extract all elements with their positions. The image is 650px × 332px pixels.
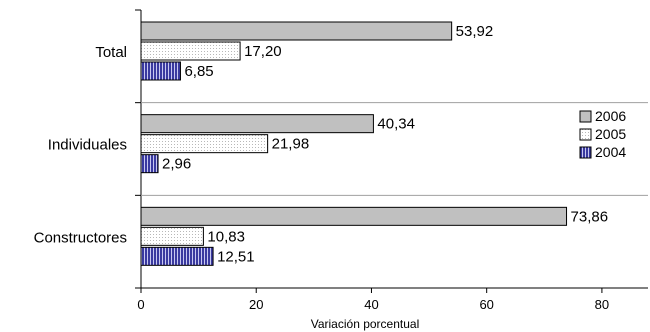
data-label: 10,83 <box>207 228 245 245</box>
data-label: 2,96 <box>162 156 191 173</box>
data-label: 73,86 <box>571 208 609 225</box>
data-label: 40,34 <box>377 116 415 133</box>
bar-2006-total <box>140 21 453 41</box>
bar-2004-constructores <box>140 246 214 266</box>
bar-2004-total <box>140 61 181 81</box>
legend-label-2006: 2006 <box>595 108 626 124</box>
category-label: Total <box>95 44 127 61</box>
data-label: 12,51 <box>217 248 255 265</box>
data-label: 6,85 <box>184 63 213 80</box>
x-tick-label: 20 <box>249 297 263 312</box>
x-axis-title: Variación porcentual <box>311 317 420 331</box>
bar-2006-individuales <box>140 114 374 134</box>
bar-2005-constructores <box>140 226 204 246</box>
x-tick-label: 80 <box>595 297 609 312</box>
data-label: 17,20 <box>244 43 282 60</box>
category-label: Constructores <box>34 229 127 246</box>
data-label: 53,92 <box>456 23 494 40</box>
legend-swatch-2005 <box>579 128 592 141</box>
x-tick-label: 0 <box>137 297 144 312</box>
bar-2006-constructores <box>140 206 568 226</box>
legend-label-2005: 2005 <box>595 126 626 142</box>
data-label: 21,98 <box>272 136 310 153</box>
legend-swatch-2004 <box>579 146 592 159</box>
legend-swatch-2006 <box>579 110 592 123</box>
bar-2005-individuales <box>140 134 269 154</box>
legend-label-2004: 2004 <box>595 144 626 160</box>
x-tick-label: 40 <box>364 297 378 312</box>
bar-2004-individuales <box>140 154 159 174</box>
category-label: Individuales <box>48 137 127 154</box>
bar-2005-total <box>140 41 241 61</box>
x-tick-label: 60 <box>479 297 493 312</box>
